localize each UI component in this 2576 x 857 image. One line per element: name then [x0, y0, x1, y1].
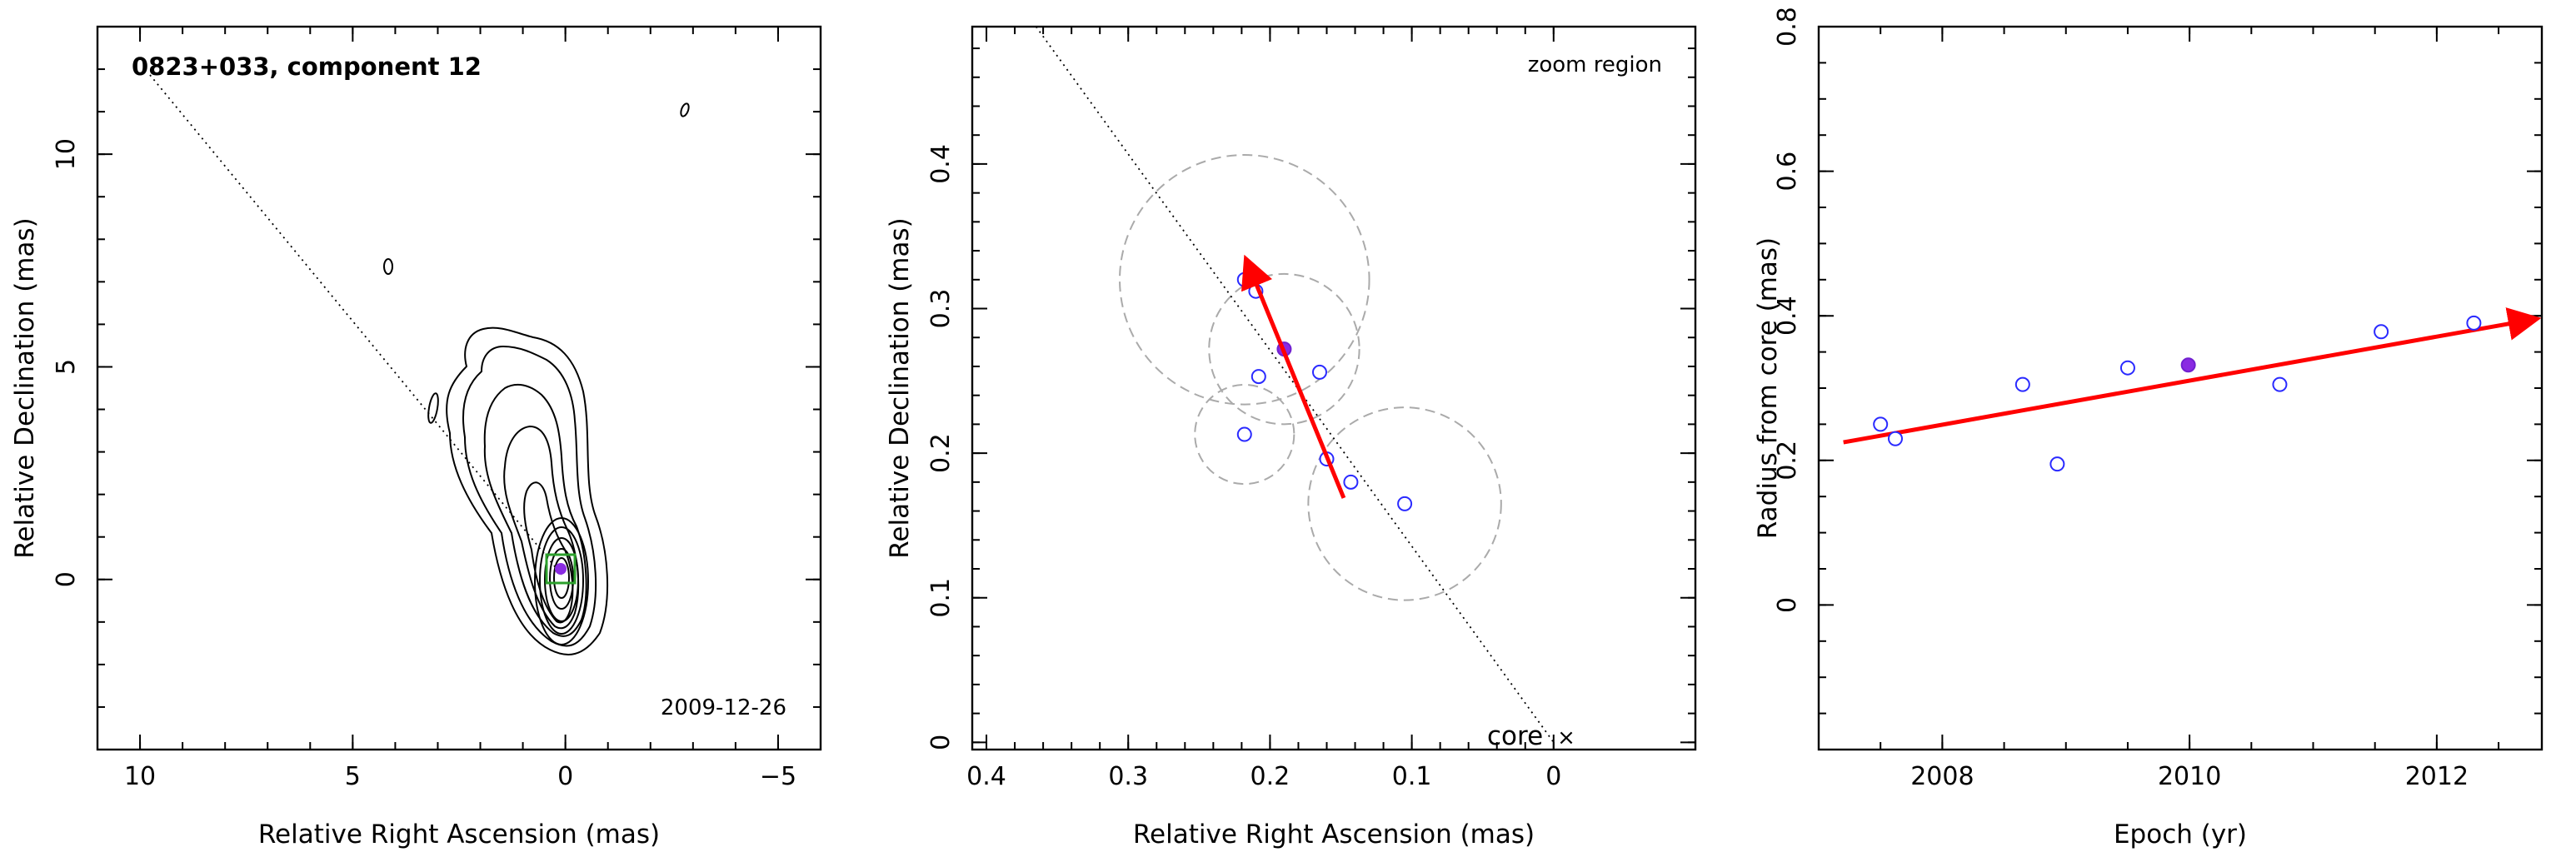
- fit-vector: [1843, 307, 2542, 445]
- radius-point: [2119, 360, 2135, 376]
- radius-point: [1887, 431, 1903, 446]
- y-axis-label: Relative Declination (mas): [10, 217, 40, 559]
- panel-contour-map: 10 5 0 −5 0 5 10 0823+033, component 12 2009-1…: [10, 25, 822, 850]
- contour-level-7: [539, 526, 584, 635]
- error-circle: [1208, 272, 1360, 426]
- contour-level-2: [462, 345, 597, 647]
- plot-frame: [1817, 25, 2544, 751]
- radius-point: [2049, 456, 2065, 472]
- x-axis-label: Relative Right Ascension (mas): [1133, 820, 1535, 850]
- contour-level-8: [544, 537, 579, 622]
- contour-blob-2: [383, 258, 393, 275]
- axis-ticks: 0.4 0.3 0.2 0.1 0 0 0.1 0.2 0.3 0.4: [926, 27, 1695, 791]
- x-tick-label: 0.4: [966, 762, 1006, 791]
- x-tick-label: −5: [760, 762, 796, 791]
- contour-set: [383, 102, 690, 655]
- radius-point: [2374, 324, 2389, 340]
- radius-points: [1873, 315, 2482, 472]
- y-tick-label: 0: [52, 571, 81, 587]
- position-point: [1311, 364, 1327, 380]
- x-tick-label: 0: [557, 762, 573, 791]
- panel-zoom-region: 0.4 0.3 0.2 0.1 0 0 0.1 0.2 0.3 0.4 zoom region c…: [885, 25, 1697, 850]
- core-label: core: [1487, 721, 1543, 751]
- contour-level-5: [523, 481, 574, 624]
- y-tick-label: 0.1: [926, 578, 956, 618]
- y-tick-label: 5: [52, 359, 81, 375]
- x-tick-label: 2008: [1910, 762, 1974, 791]
- axis-ticks: 10 5 0 −5 0 5 10: [52, 27, 821, 791]
- y-axis-label: Radius from core (mas): [1753, 237, 1783, 539]
- error-circle: [1119, 154, 1370, 406]
- x-tick-label: 0: [1545, 762, 1561, 791]
- y-tick-label: 0.6: [1773, 152, 1802, 192]
- contour-level-1: [446, 326, 609, 655]
- axis-ticks: 2008 2010 2012 0 0.2 0.4 0.6 0.8: [1773, 7, 2542, 791]
- x-tick-label: 0.3: [1108, 762, 1148, 791]
- component-box: [545, 553, 577, 585]
- plot-frame: [971, 25, 1697, 751]
- current-epoch-point: [2180, 357, 2196, 373]
- position-point: [1397, 496, 1413, 511]
- panel-radius-vs-epoch: 2008 2010 2012 0 0.2 0.4 0.6 0.8 Epoch (yr) Rad…: [1753, 7, 2544, 850]
- contour-blob-1: [427, 392, 439, 424]
- jet-ridge-line: [149, 74, 562, 575]
- y-tick-label: 0.3: [926, 289, 956, 329]
- map-title: 0823+033, component 12: [132, 52, 482, 81]
- epoch-date: 2009-12-26: [661, 695, 786, 720]
- position-point: [1236, 426, 1252, 442]
- error-circles: [1119, 154, 1502, 601]
- y-tick-label: 10: [52, 138, 81, 170]
- position-point: [1343, 474, 1359, 490]
- radius-point: [2014, 376, 2030, 392]
- x-tick-label: 5: [345, 762, 361, 791]
- contour-level-3: [483, 383, 587, 637]
- component-positions: [1236, 272, 1413, 511]
- position-point: [1251, 369, 1266, 385]
- error-circle: [1194, 383, 1295, 486]
- zoom-region-label: zoom region: [1528, 52, 1662, 77]
- radius-point: [2466, 315, 2482, 331]
- jet-ridge-line: [1035, 26, 1555, 743]
- error-circle: [1307, 406, 1502, 601]
- y-tick-label: 0.8: [1773, 7, 1802, 47]
- y-axis-label: Relative Declination (mas): [885, 217, 915, 559]
- x-tick-label: 2012: [2405, 762, 2469, 791]
- contour-level-6: [534, 517, 589, 645]
- x-tick-label: 0.2: [1251, 762, 1290, 791]
- x-tick-label: 10: [124, 762, 156, 791]
- y-tick-label: 0.2: [1773, 441, 1802, 481]
- motion-vector: [1241, 254, 1346, 499]
- x-axis-label: Epoch (yr): [2114, 820, 2247, 850]
- y-tick-label: 0.4: [1773, 296, 1802, 336]
- component-marker: [555, 563, 567, 575]
- core-marker: ×: [1557, 725, 1575, 750]
- contour-level-10: [553, 557, 570, 599]
- radius-point: [2272, 376, 2288, 392]
- plot-frame: [96, 25, 822, 751]
- radius-point: [1873, 416, 1889, 432]
- y-tick-label: 0.4: [926, 144, 956, 184]
- x-tick-label: 0.1: [1392, 762, 1432, 791]
- x-axis-label: Relative Right Ascension (mas): [258, 820, 660, 850]
- position-point: [1236, 272, 1252, 287]
- x-tick-label: 2010: [2158, 762, 2221, 791]
- y-tick-label: 0: [1773, 597, 1802, 613]
- contour-blob-3: [680, 102, 690, 117]
- contour-level-9: [549, 548, 574, 610]
- y-tick-label: 0: [926, 735, 956, 750]
- y-tick-label: 0.2: [926, 433, 956, 473]
